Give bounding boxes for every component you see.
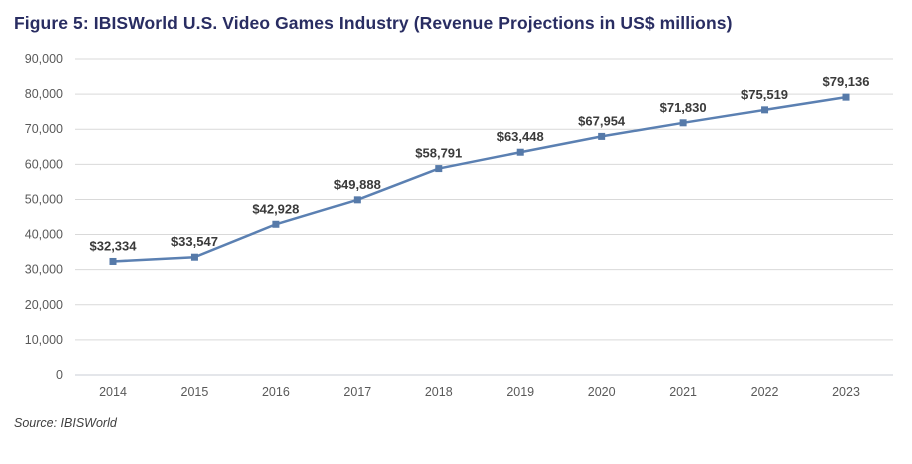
y-tick-label: 20,000 <box>25 298 63 312</box>
x-tick-label: 2018 <box>425 385 453 399</box>
x-tick-label: 2019 <box>506 385 534 399</box>
x-tick-label: 2015 <box>181 385 209 399</box>
data-point-marker <box>353 196 361 204</box>
x-tick-label: 2022 <box>751 385 779 399</box>
data-point-label: $58,791 <box>415 146 462 161</box>
data-point-marker <box>679 119 687 127</box>
data-point-label: $75,519 <box>741 87 788 102</box>
y-tick-label: 50,000 <box>25 192 63 206</box>
revenue-series-line <box>111 95 848 263</box>
x-tick-label: 2021 <box>669 385 697 399</box>
revenue-line-chart: 0 10,000 20,000 30,000 40,000 50,000 60,000 70,… <box>25 52 893 399</box>
data-point-label: $42,928 <box>252 201 299 216</box>
y-tick-label: 80,000 <box>25 87 63 101</box>
x-tick-label: 2023 <box>832 385 860 399</box>
data-point-label: $33,547 <box>171 234 218 249</box>
figure-title: Figure 5: IBISWorld U.S. Video Games Ind… <box>14 13 733 33</box>
data-point-marker <box>109 257 117 265</box>
x-tick-label: 2020 <box>588 385 616 399</box>
y-tick-label: 10,000 <box>25 333 63 347</box>
data-point-marker <box>761 106 769 114</box>
x-tick-label: 2017 <box>343 385 371 399</box>
source-caption: Source: IBISWorld <box>14 416 117 430</box>
data-point-label: $79,136 <box>823 74 870 89</box>
data-point-marker <box>435 165 443 173</box>
y-tick-label: 90,000 <box>25 52 63 66</box>
data-point-marker <box>190 253 198 261</box>
data-point-label: $32,334 <box>90 238 138 253</box>
y-tick-label: 60,000 <box>25 157 63 171</box>
data-point-marker <box>516 148 524 156</box>
data-point-label: $71,830 <box>660 100 707 115</box>
y-tick-label: 40,000 <box>25 228 63 242</box>
data-point-marker <box>272 220 280 228</box>
x-tick-label: 2014 <box>99 385 127 399</box>
data-point-label: $63,448 <box>497 129 544 144</box>
y-tick-label: 30,000 <box>25 263 63 277</box>
x-tick-label: 2016 <box>262 385 290 399</box>
y-tick-label: 70,000 <box>25 122 63 136</box>
data-point-marker <box>598 132 606 140</box>
y-tick-label: 0 <box>56 368 63 382</box>
data-point-marker <box>842 93 850 101</box>
data-point-label: $49,888 <box>334 177 381 192</box>
data-point-label: $67,954 <box>578 113 626 128</box>
